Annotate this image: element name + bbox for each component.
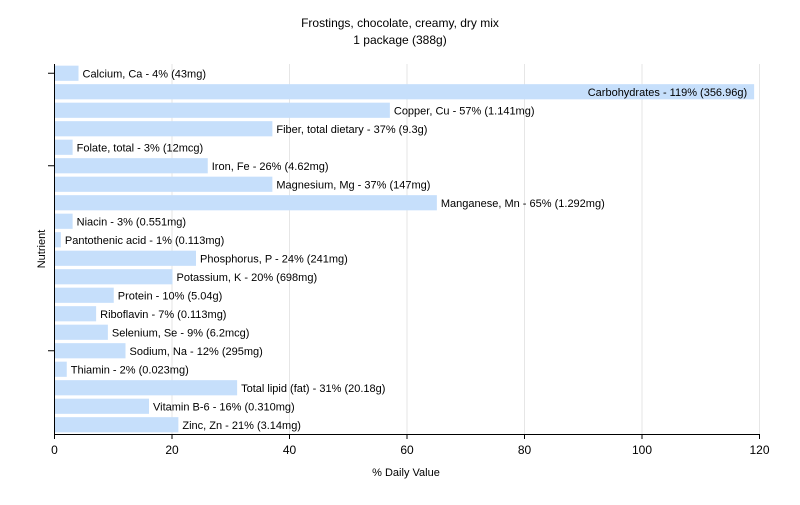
bar (55, 213, 73, 229)
bar (55, 102, 390, 118)
bar-label: Copper, Cu - 57% (1.141mg) (394, 105, 535, 117)
bar (55, 250, 196, 266)
bar-label: Carbohydrates - 119% (356.96g) (588, 87, 747, 99)
bars: Calcium, Ca - 4% (43mg) Carbohydrates - 1… (55, 65, 755, 433)
bar-label: Sodium, Na - 12% (295mg) (130, 346, 263, 358)
bar-label: Zinc, Zn - 21% (3.14mg) (182, 420, 301, 432)
bar-label: Thiamin - 2% (0.023mg) (71, 364, 189, 376)
bar (55, 324, 108, 340)
bar (55, 176, 273, 192)
bar-label: Total lipid (fat) - 31% (20.18g) (241, 383, 385, 395)
bar (55, 417, 179, 433)
bar (55, 398, 149, 414)
bar-label: Iron, Fe - 26% (4.62mg) (212, 161, 329, 173)
bar (55, 269, 173, 285)
bar-label: Riboflavin - 7% (0.113mg) (100, 309, 226, 321)
chart-title: Frostings, chocolate, creamy, dry mix (301, 16, 499, 30)
gridlines (171, 64, 760, 434)
bar (55, 195, 437, 211)
bar (55, 287, 114, 303)
chart-subtitle: 1 package (388g) (353, 33, 446, 47)
y-axis-label: Nutrient (36, 230, 48, 269)
bar-label: Magnesium, Mg - 37% (147mg) (276, 179, 430, 191)
axes: 0 20 40 60 80 100 120 (48, 64, 770, 457)
x-tick-label: 40 (283, 443, 297, 457)
x-axis-label: % Daily Value (372, 467, 440, 479)
bar (55, 139, 73, 155)
bar (55, 380, 238, 396)
bar-label: Fiber, total dietary - 37% (9.3g) (276, 124, 427, 136)
x-tick-label: 120 (749, 443, 769, 457)
bar (55, 158, 208, 174)
bar-label: Protein - 10% (5.04g) (118, 290, 223, 302)
bar-label: Vitamin B-6 - 16% (0.310mg) (153, 401, 295, 413)
bar (55, 232, 61, 248)
bar-label: Calcium, Ca - 4% (43mg) (83, 68, 206, 80)
bar-label: Phosphorus, P - 24% (241mg) (200, 253, 348, 265)
bar-label: Manganese, Mn - 65% (1.292mg) (441, 198, 605, 210)
bar (55, 121, 273, 137)
bar (55, 361, 67, 377)
bar (55, 343, 126, 359)
bar-label: Selenium, Se - 9% (6.2mcg) (112, 327, 250, 339)
x-tick-label: 20 (165, 443, 179, 457)
bar-label: Niacin - 3% (0.551mg) (77, 216, 186, 228)
bar (55, 65, 79, 81)
bar (55, 84, 755, 100)
x-tick-label: 0 (51, 443, 58, 457)
x-tick-label: 100 (632, 443, 652, 457)
bar (55, 306, 97, 322)
x-tick-label: 60 (400, 443, 414, 457)
bar-label: Potassium, K - 20% (698mg) (177, 272, 318, 284)
bar-label: Pantothenic acid - 1% (0.113mg) (65, 235, 224, 247)
x-tick-label: 80 (518, 443, 532, 457)
bar-label: Folate, total - 3% (12mcg) (77, 142, 204, 154)
